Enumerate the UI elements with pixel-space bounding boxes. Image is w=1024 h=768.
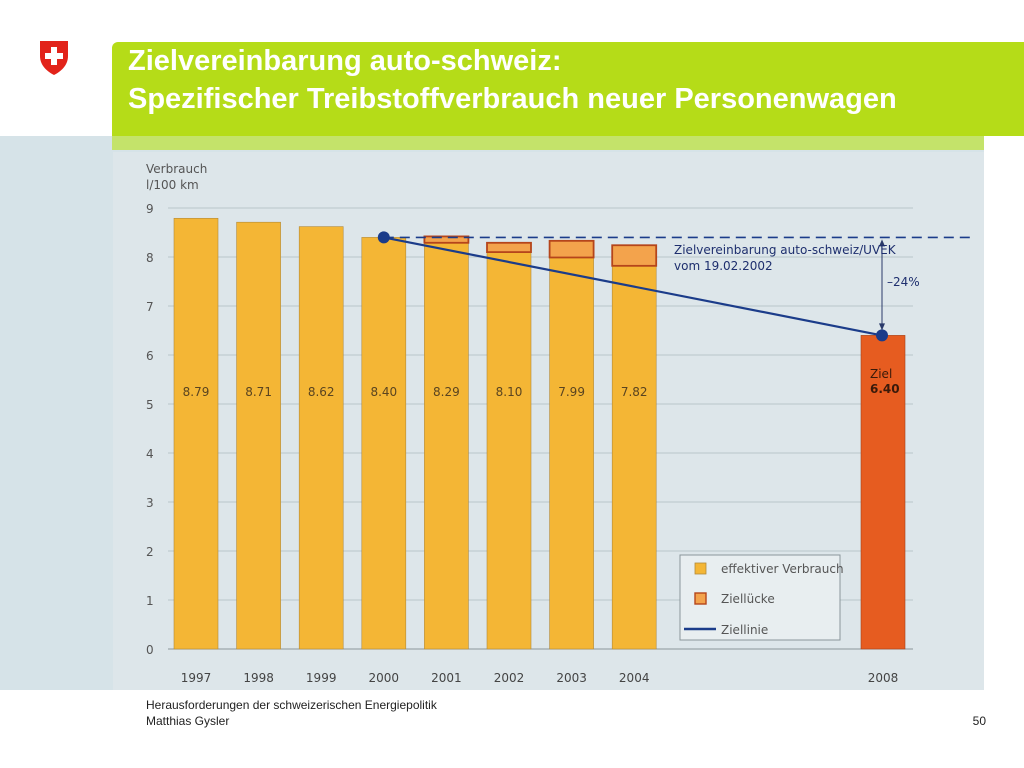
x-tick-label: 2008 <box>868 671 899 685</box>
bar-value-label: 7.99 <box>558 385 585 399</box>
bar-value-label: 8.71 <box>245 385 272 399</box>
slide-title-line1: Zielvereinbarung auto-schweiz: <box>128 45 562 77</box>
bar-value-label: 7.82 <box>621 385 648 399</box>
target-line <box>383 236 883 337</box>
legend-label: Ziellücke <box>721 592 775 606</box>
reduction-arrow-head-up <box>879 239 885 247</box>
bar-gap <box>611 244 658 267</box>
y-axis-label: l/100 km <box>146 178 199 192</box>
bar-value-label: 8.40 <box>370 385 397 399</box>
bar-effective <box>173 217 219 650</box>
bar-gap <box>423 235 470 244</box>
bar-effective <box>298 226 344 650</box>
bar-value-label: 8.62 <box>308 385 335 399</box>
y-tick-label: 1 <box>146 594 154 608</box>
target-line-end-point <box>876 329 888 342</box>
target-label: Ziel <box>870 367 892 381</box>
legend-swatch-gap <box>694 592 707 605</box>
bar-gap <box>486 241 532 254</box>
x-tick-label: 1997 <box>181 671 212 685</box>
y-tick-label: 2 <box>146 545 154 559</box>
agreement-annotation-line2: vom 19.02.2002 <box>674 259 773 273</box>
title-band <box>112 42 1024 136</box>
legend-label: effektiver Verbrauch <box>721 562 844 576</box>
y-axis-label: Verbrauch <box>146 162 207 176</box>
legend-swatch-effective <box>694 562 707 575</box>
x-tick-label: 2000 <box>369 671 400 685</box>
bar-value-label: 8.10 <box>496 385 523 399</box>
y-tick-label: 6 <box>146 349 154 363</box>
y-tick-label: 7 <box>146 300 154 314</box>
x-tick-label: 2003 <box>556 671 587 685</box>
page-number: 50 <box>972 714 986 728</box>
swiss-cross-shield-icon <box>40 41 68 75</box>
footer-author: Matthias Gysler <box>146 714 230 728</box>
bar-effective <box>236 221 281 650</box>
bar-effective <box>486 251 532 650</box>
agreement-annotation-line1: Zielvereinbarung auto-schweiz/UVEK <box>674 243 897 257</box>
y-tick-label: 5 <box>146 398 154 412</box>
reduction-arrow-head-down <box>879 323 885 331</box>
bar-value-label: 8.29 <box>433 385 460 399</box>
chart: Verbrauch l/100 km 0 1 2 3 4 5 6 7 8 9 8.79 1997 8.71 1… <box>146 162 973 685</box>
title-band-tab-light <box>112 136 984 150</box>
y-tick-label: 3 <box>146 496 154 510</box>
y-tick-label: 9 <box>146 202 154 216</box>
footer-title: Herausforderungen der schweizerischen En… <box>146 698 437 712</box>
target-label: 6.40 <box>870 382 900 396</box>
reduction-label: –24% <box>887 275 920 289</box>
y-tick-label: 8 <box>146 251 154 265</box>
target-line-start-point <box>377 231 390 244</box>
chart-area: Verbrauch l/100 km 0 1 2 3 4 5 6 7 8 9 8.79 1997 8.71 1… <box>113 152 984 690</box>
x-tick-label: 2002 <box>494 671 525 685</box>
bar-effective <box>611 265 657 650</box>
bar-effective <box>424 242 469 650</box>
x-tick-label: 1998 <box>243 671 274 685</box>
y-tick-label: 0 <box>146 643 154 657</box>
legend-label: Ziellinie <box>721 623 768 637</box>
bar-effective <box>361 237 407 650</box>
bar-effective <box>549 257 594 650</box>
bar-gap <box>548 239 595 259</box>
bar-value-label: 8.79 <box>183 385 210 399</box>
x-tick-label: 2004 <box>619 671 650 685</box>
x-tick-label: 2001 <box>431 671 462 685</box>
x-tick-label: 1999 <box>306 671 337 685</box>
y-tick-label: 4 <box>146 447 154 461</box>
slide-title-line2: Spezifischer Treibstoffverbrauch neuer P… <box>128 83 897 115</box>
